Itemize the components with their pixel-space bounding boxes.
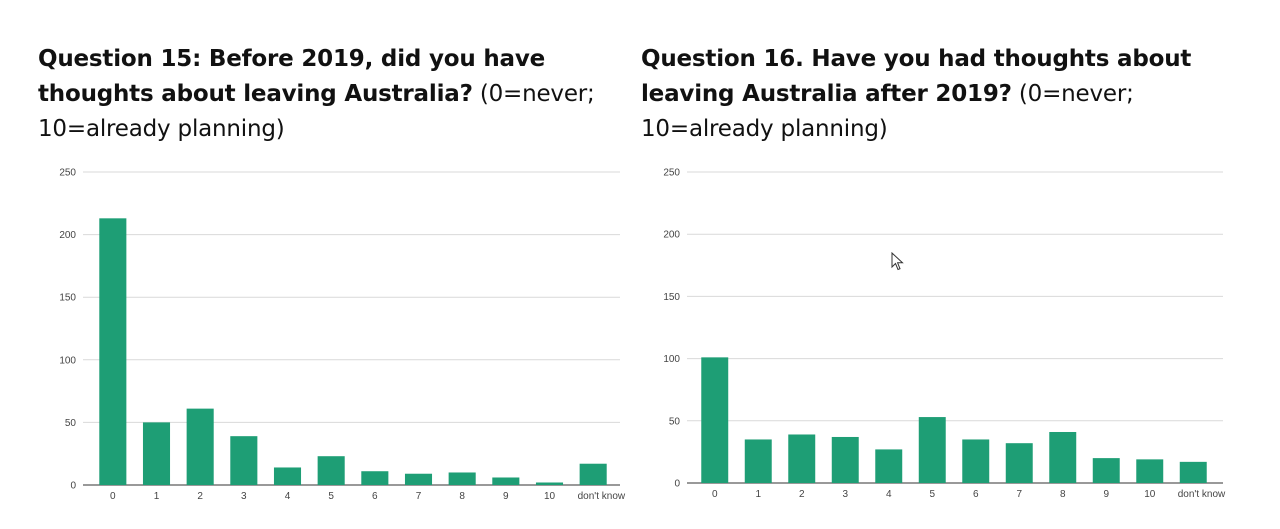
bar (831, 436, 859, 483)
x-tick-label: 0 (110, 491, 116, 502)
x-tick-label: 6 (372, 491, 378, 502)
chart-title-note: (0=never; 10=already planning) (38, 81, 595, 142)
x-tick-label: 4 (285, 491, 291, 502)
chart-panel-q16: Question 16. Have you had thoughts about… (640, 0, 1280, 529)
x-tick-label: 7 (1016, 489, 1022, 500)
x-tick-label: 6 (973, 489, 979, 500)
chart-title-bold: Question 16. Have you had thoughts about… (641, 46, 1192, 107)
x-tick-label: 8 (1060, 489, 1066, 500)
x-tick-label: 2 (799, 489, 805, 500)
chart-title-note: (0=never; 10=already planning) (641, 81, 1134, 142)
x-tick-label: 3 (842, 489, 848, 500)
bar (875, 449, 903, 483)
mouse-pointer-icon (891, 252, 904, 271)
bar (744, 439, 772, 483)
x-tick-label: 1 (755, 489, 761, 500)
bar (1136, 459, 1164, 483)
x-tick-label: don't know (578, 491, 626, 502)
bar (1049, 431, 1077, 483)
y-tick-label: 0 (674, 479, 680, 490)
bar (361, 471, 389, 485)
y-tick-label: 100 (663, 354, 680, 365)
y-tick-label: 250 (663, 168, 680, 179)
x-tick-label: 1 (154, 491, 160, 502)
x-tick-label: 9 (1103, 489, 1109, 500)
y-tick-label: 0 (70, 481, 76, 492)
y-tick-label: 250 (59, 168, 76, 179)
x-tick-label: 4 (886, 489, 892, 500)
x-tick-label: 9 (503, 491, 509, 502)
bar (918, 417, 946, 483)
x-tick-label: 5 (328, 491, 334, 502)
x-tick-label: 10 (1144, 489, 1156, 500)
bar (788, 434, 816, 483)
x-tick-label: 3 (241, 491, 247, 502)
x-tick-label: 10 (544, 491, 556, 502)
y-tick-label: 50 (669, 416, 681, 427)
bar (142, 422, 171, 485)
y-tick-label: 50 (65, 418, 77, 429)
y-tick-label: 150 (663, 292, 680, 303)
bar (701, 357, 729, 483)
x-tick-label: 7 (416, 491, 422, 502)
x-tick-label: 0 (712, 489, 718, 500)
y-tick-label: 200 (663, 230, 680, 241)
bar (186, 408, 214, 485)
chart-panel-q15: Question 15: Before 2019, did you have t… (38, 42, 626, 503)
bar (317, 456, 345, 485)
bar (579, 463, 607, 485)
bar (404, 473, 433, 485)
bar (492, 477, 520, 485)
x-tick-label: don't know (1178, 489, 1226, 500)
y-tick-label: 150 (59, 293, 76, 304)
y-tick-label: 100 (59, 355, 76, 366)
bar-chart-q16: 0 50 100 150 200 250 0 1 2 3 4 5 6 7 8 9 10 don't know (663, 168, 1226, 501)
x-tick-label: 8 (459, 491, 465, 502)
bar (448, 472, 476, 485)
bar-chart-q15: 0 50 100 150 200 250 0 1 2 3 4 5 6 7 8 9 10 don't know (59, 168, 626, 503)
bar (962, 439, 990, 483)
bar (273, 467, 302, 485)
bar (1179, 461, 1207, 483)
bar (535, 482, 564, 485)
chart-title-bold: Question 15: Before 2019, did you have t… (38, 46, 546, 107)
bar (99, 218, 127, 485)
chart-title-q16: Question 16. Have you had thoughts about… (641, 42, 1221, 147)
bar (1005, 443, 1033, 483)
x-tick-label: 2 (197, 491, 203, 502)
chart-title-q15: Question 15: Before 2019, did you have t… (38, 42, 598, 147)
x-tick-label: 5 (929, 489, 935, 500)
y-tick-label: 200 (59, 230, 76, 241)
bar (230, 436, 258, 485)
bar (1092, 458, 1120, 483)
